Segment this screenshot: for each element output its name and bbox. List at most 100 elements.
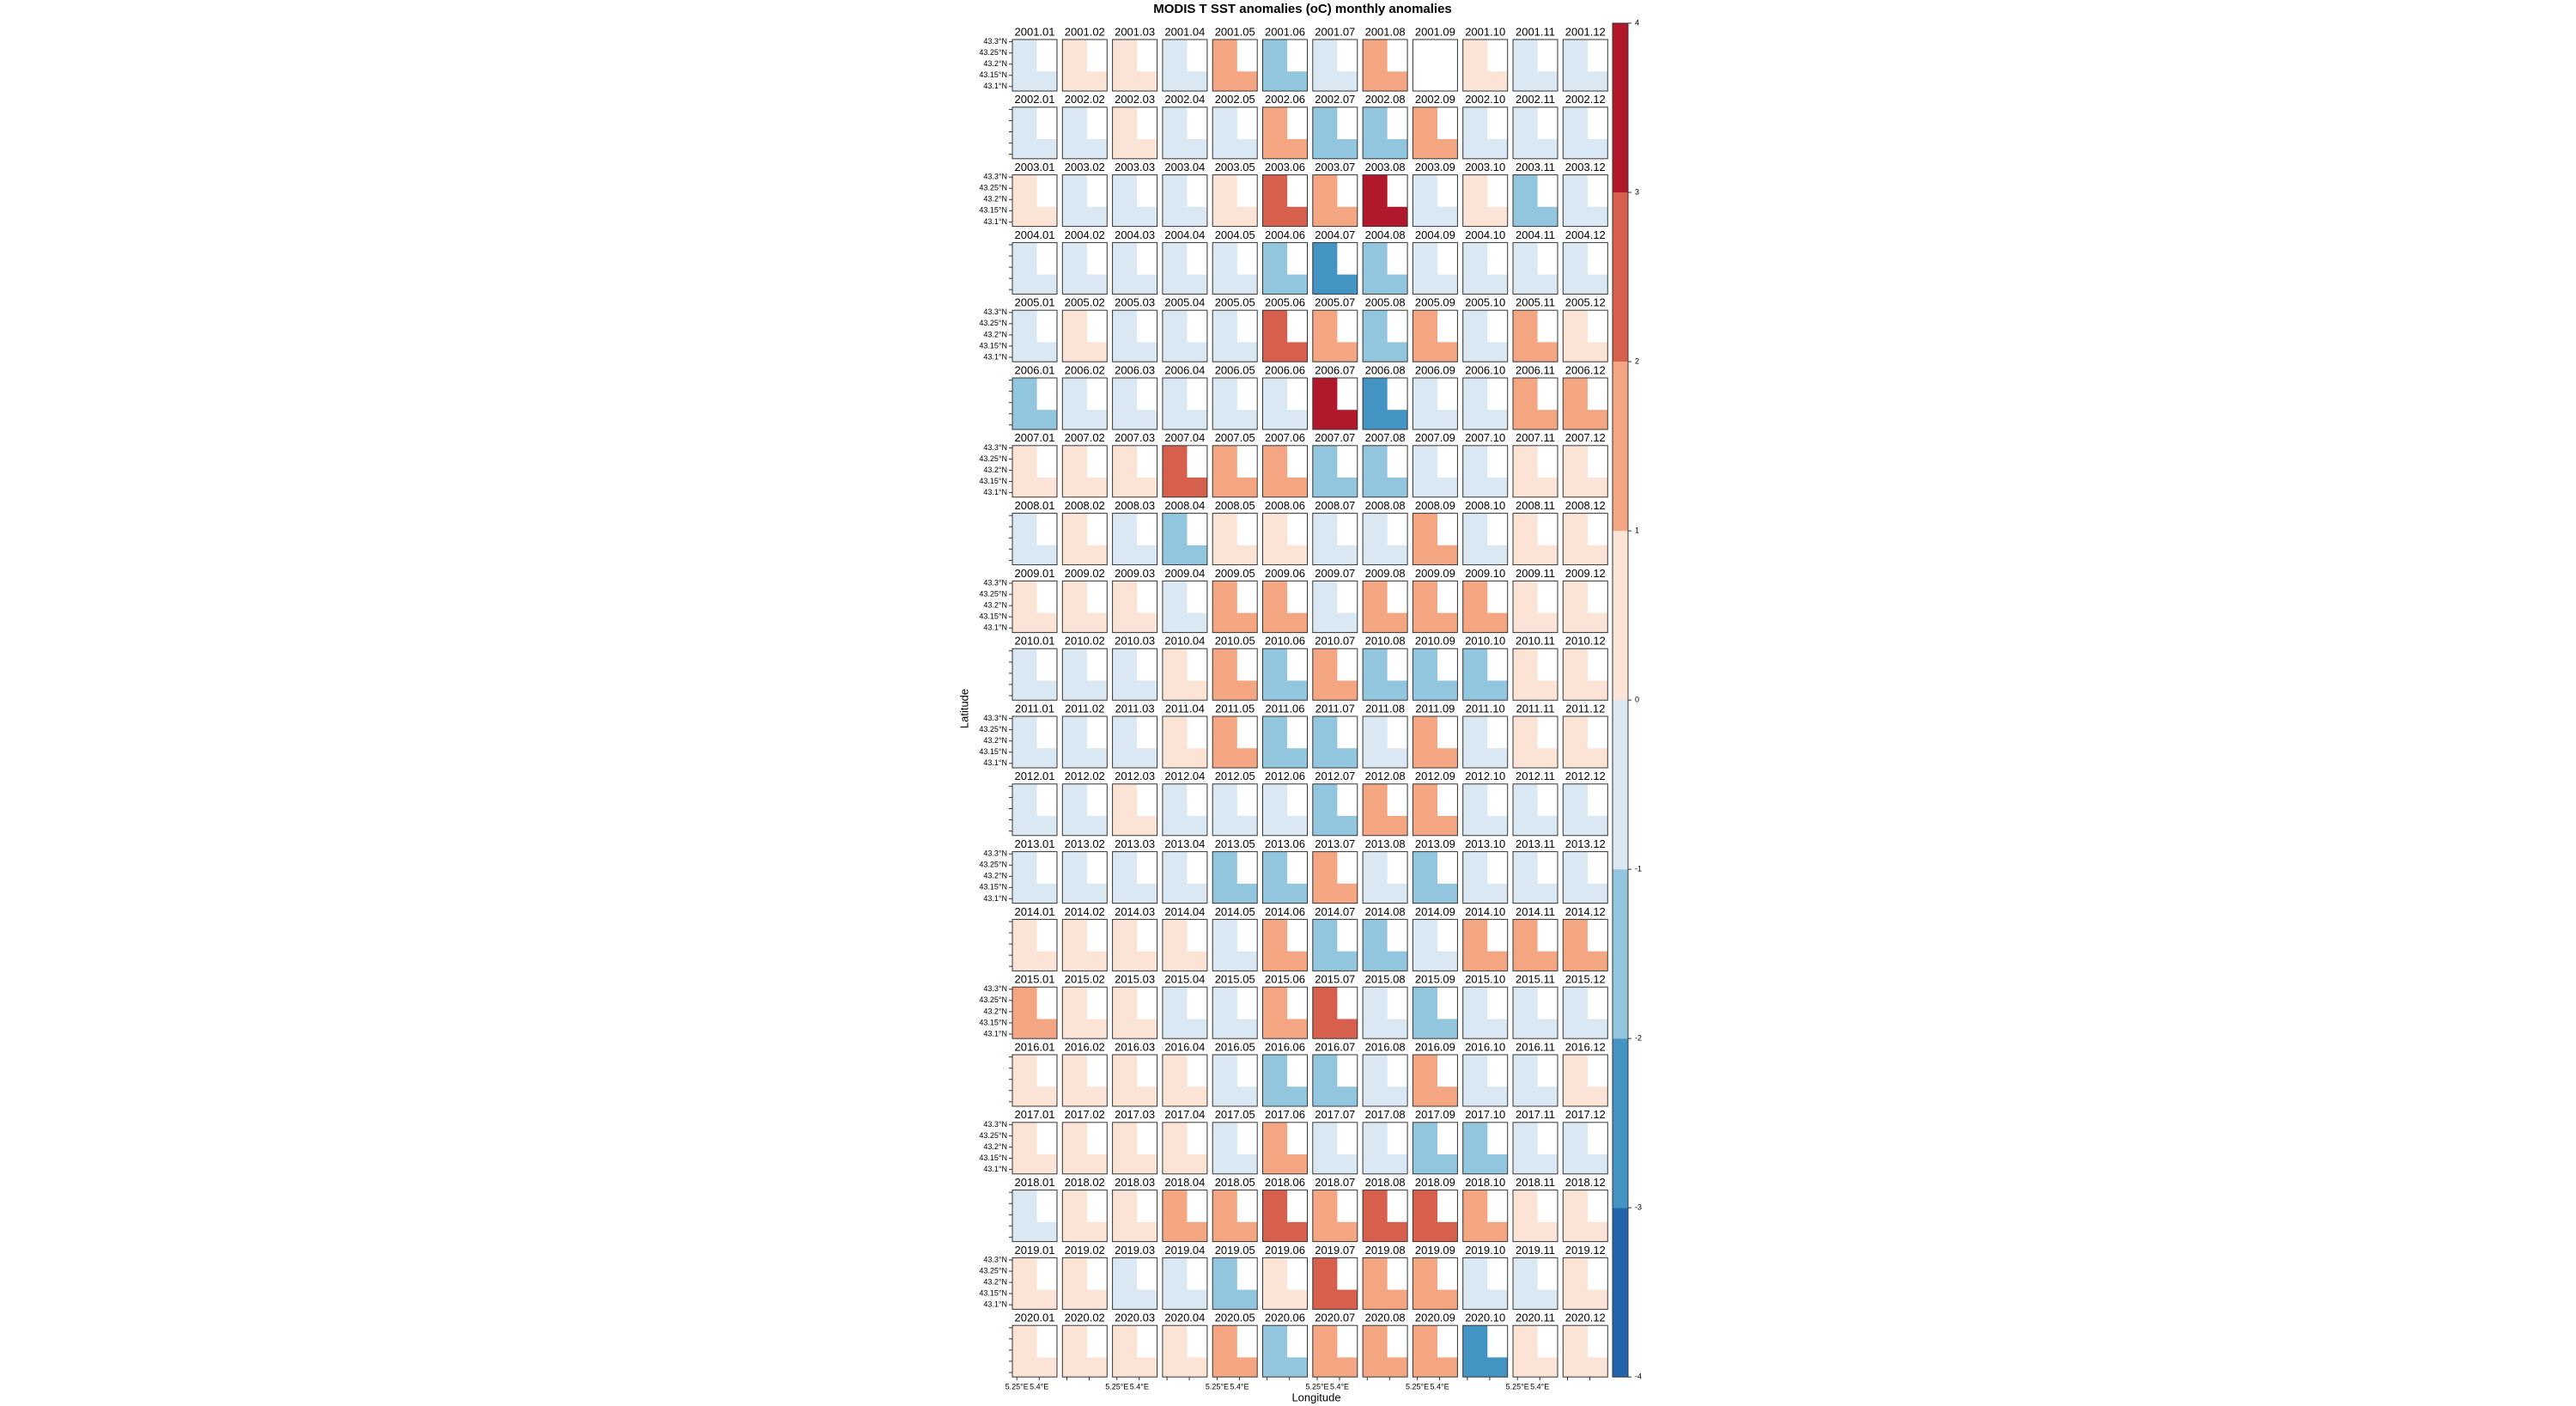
y-tick-label: 43.2°N [983,872,1007,880]
panel-title: 2008.04 [1164,499,1205,512]
y-tick-label: 43.3°N [983,984,1007,993]
panel-title: 2016.11 [1516,1040,1555,1053]
land-mask [1587,378,1608,411]
panel-title: 2011.07 [1315,702,1355,715]
y-tick-label: 43.2°N [983,59,1007,68]
panel-title: 2009.05 [1215,567,1255,580]
land-mask [1236,1257,1258,1290]
land-mask [1387,1257,1408,1290]
panel-title: 2020.04 [1164,1312,1205,1324]
land-mask [1036,445,1057,478]
y-tick-label: 43.1°N [983,1165,1007,1173]
land-mask [1086,1190,1108,1222]
panel-title: 2018.09 [1415,1176,1455,1189]
land-mask [1387,1122,1408,1154]
panel-title: 2005.01 [1015,296,1055,309]
panel-frame [1012,783,1058,837]
panel-frame [1462,986,1509,1039]
panel-title: 2011.12 [1565,702,1605,715]
panel-frame [1312,174,1358,228]
land-mask [1036,1325,1057,1358]
land-mask [1287,851,1308,884]
panel-title: 2018.03 [1115,1176,1155,1189]
panel-title: 2019.10 [1465,1244,1505,1257]
panel-title: 2002.06 [1265,93,1305,106]
panel-title: 2001.02 [1065,25,1105,38]
panel-title: 2018.12 [1565,1176,1606,1189]
panel-title: 2005.09 [1415,296,1455,309]
panel-title: 2002.08 [1365,93,1406,106]
y-tick-label: 43.15°N [979,1289,1007,1298]
panel-frame [1212,309,1258,362]
land-mask [1236,851,1258,884]
panel-title: 2005.07 [1315,296,1355,309]
land-mask [1537,1190,1558,1222]
colorbar-tick-label: -1 [1635,865,1642,873]
panel-frame [1162,580,1208,633]
y-tick-label: 43.25°N [979,184,1007,192]
x-tick-label: 5.4°E [1431,1383,1449,1391]
panel-title: 2016.02 [1065,1040,1105,1053]
panel-title: 2010.05 [1215,635,1255,648]
panel-frame [1512,918,1558,971]
panel-title: 2006.04 [1164,363,1205,376]
panel-frame [1462,1257,1509,1310]
panel-title: 2004.04 [1164,228,1205,241]
panel-title: 2018.01 [1015,1176,1055,1189]
panel-frame [1012,39,1058,92]
panel-frame [1112,1122,1158,1175]
x-tick-label: 5.25°E [1406,1383,1429,1391]
panel-frame [1012,918,1058,971]
panel-frame [1362,107,1408,160]
panel-frame [1162,513,1208,566]
panel-frame [1262,918,1308,971]
panel-title: 2015.08 [1365,973,1406,986]
panel-frame [1061,377,1108,430]
panel-title: 2019.04 [1164,1244,1205,1257]
land-mask [1287,1257,1308,1290]
panel-frame [1061,1324,1108,1378]
panel-title: 2018.02 [1065,1176,1105,1189]
panel-title: 2015.03 [1115,973,1155,986]
land-mask [1387,851,1408,884]
panel-frame [1362,851,1408,904]
panel-title: 2019.12 [1565,1244,1606,1257]
land-mask [1437,851,1458,884]
panel-frame [1412,851,1458,904]
land-mask [1086,1325,1108,1358]
colorbar-segment [1613,362,1628,532]
land-mask [1137,174,1157,207]
panel-title: 2010.04 [1164,635,1205,648]
panel-frame [1562,377,1608,430]
panel-frame [1262,107,1308,160]
land-mask [1036,581,1057,613]
panel-frame [1262,377,1308,430]
land-mask [1187,581,1207,613]
panel-title: 2013.07 [1315,837,1355,850]
panel-title: 2014.01 [1015,905,1055,918]
land-mask [1187,107,1207,139]
land-mask [1387,716,1408,749]
panel-title: 2004.06 [1265,228,1305,241]
panel-title: 2003.07 [1315,161,1355,173]
panel-frame [1162,918,1208,971]
panel-frame [1512,1257,1558,1310]
land-mask [1036,107,1057,139]
panel-frame [1412,107,1458,160]
panel-title: 2013.02 [1065,837,1105,850]
panel-title: 2018.10 [1465,1176,1505,1189]
panel-title: 2010.08 [1365,635,1406,648]
land-mask [1137,242,1157,275]
panel-title: 2005.10 [1465,296,1505,309]
land-mask [1587,1257,1608,1290]
panel-frame [1162,1122,1208,1175]
land-mask [1137,1122,1157,1154]
land-mask [1337,242,1358,275]
panel-title: 2016.10 [1465,1040,1505,1053]
land-mask [1387,1325,1408,1358]
y-tick-label: 43.3°N [983,849,1007,858]
panel-frame [1212,851,1258,904]
panel-title: 2012.04 [1164,770,1205,782]
y-tick-label: 43.25°N [979,1266,1007,1275]
y-tick-label: 43.15°N [979,206,1007,215]
